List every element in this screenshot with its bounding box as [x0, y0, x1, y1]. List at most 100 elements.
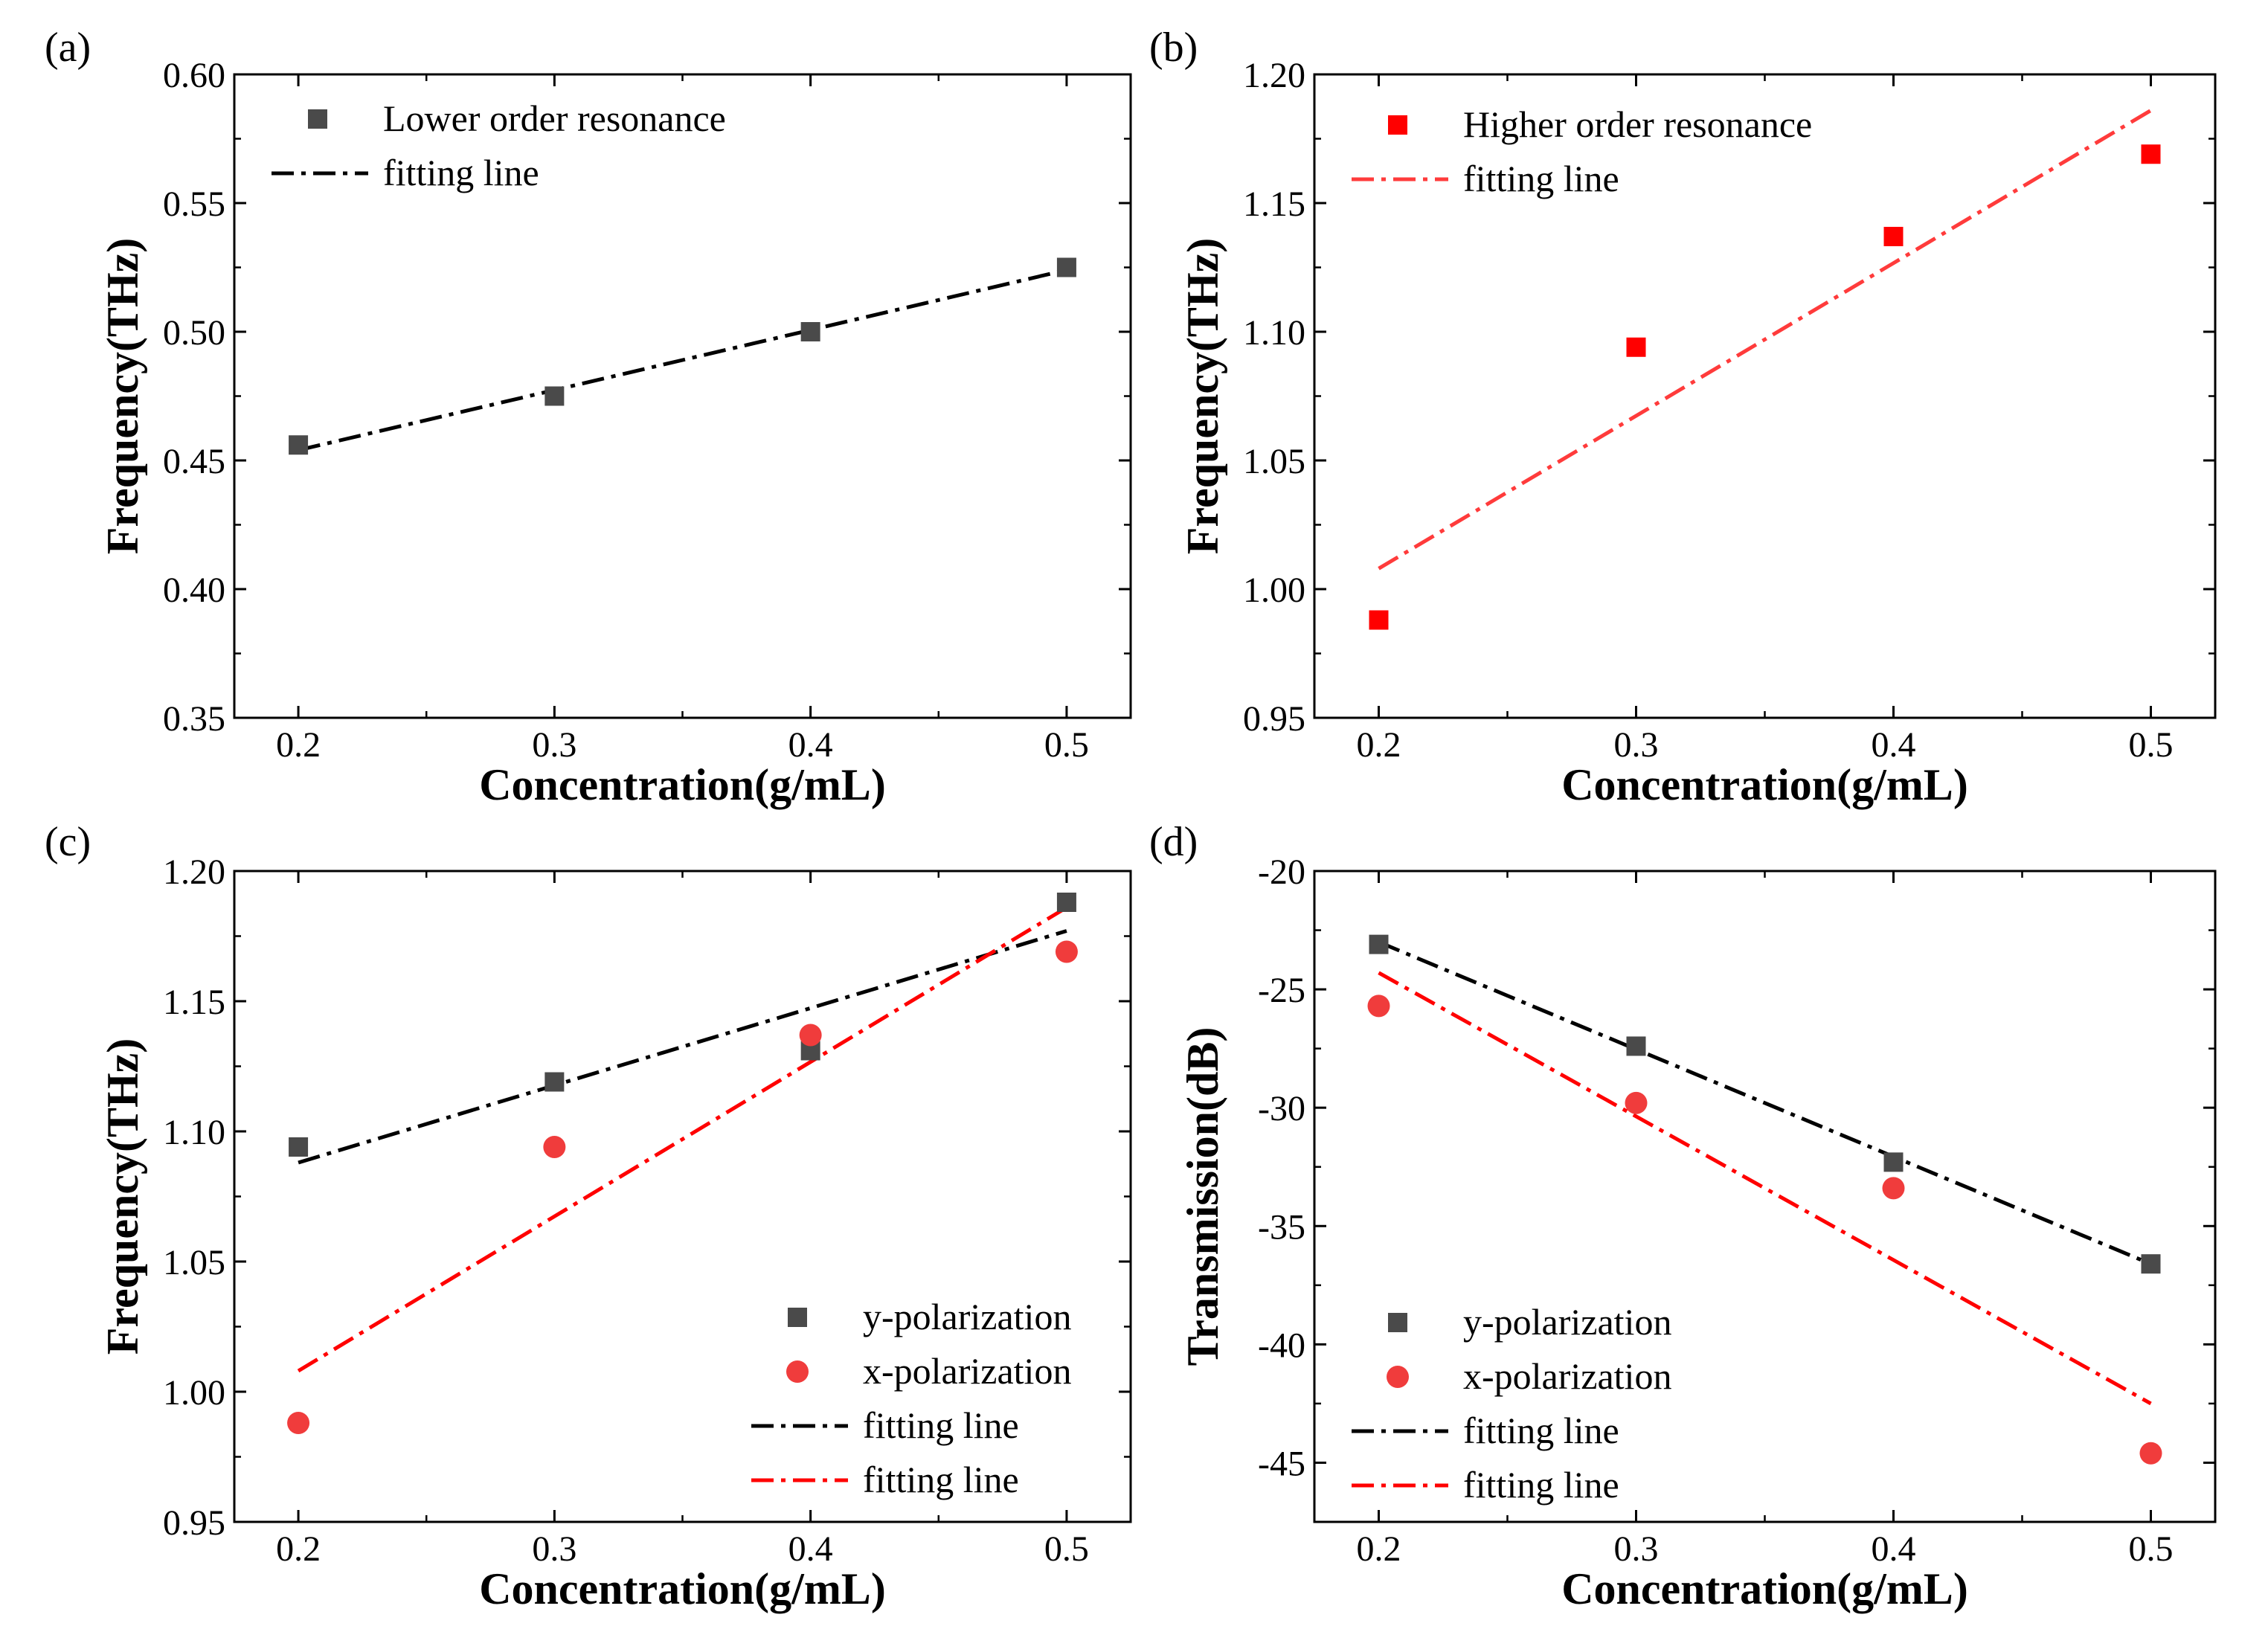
- x-axis-title: Concentration(g/mL): [479, 1564, 886, 1613]
- x-tick-label: 0.4: [1872, 1529, 1916, 1569]
- data-point-square: [1369, 610, 1389, 630]
- legend-marker-square: [308, 109, 327, 129]
- x-tick-label: 0.2: [276, 725, 321, 765]
- x-axis-title: Concentration(g/mL): [1561, 1564, 1968, 1613]
- x-tick-label: 0.5: [2129, 725, 2174, 765]
- x-tick-label: 0.5: [1044, 725, 1089, 765]
- y-tick-label: 0.40: [163, 571, 225, 610]
- data-point-square: [544, 1072, 565, 1092]
- y-tick-label: 1.20: [1243, 56, 1305, 95]
- y-tick-label: -35: [1258, 1207, 1305, 1247]
- x-tick-label: 0.5: [1044, 1529, 1089, 1569]
- legend: Higher order resonance fitting line: [1352, 103, 1812, 199]
- fit-line-3: [297, 905, 1068, 1373]
- y-tick-label: 0.50: [163, 313, 225, 353]
- x-tick-label: 0.3: [1614, 725, 1659, 765]
- fit-line-1: [1378, 109, 2152, 571]
- legend-marker-square: [1388, 115, 1407, 135]
- y-tick-label: 1.20: [163, 852, 225, 892]
- data-point-circle: [1055, 940, 1078, 963]
- y-tick-label: 0.45: [163, 442, 225, 481]
- x-tick-label: 0.4: [788, 1529, 833, 1569]
- data-point-square: [1369, 934, 1389, 954]
- y-tick-label: 1.00: [163, 1373, 225, 1413]
- x-tick-label: 0.4: [1872, 725, 1916, 765]
- panel-label: (d): [1149, 819, 1198, 865]
- chart-panel-c: 0.2 0.3 0.4 0.5 0.95 1.00 1.05 1.10 1.15 1.20 Conc…: [45, 819, 1132, 1613]
- fit-line-2: [1378, 940, 2152, 1266]
- x-axis-title: Concentration(g/mL): [1561, 760, 1968, 809]
- data-point-circle: [2139, 1442, 2162, 1465]
- data-point-square: [1883, 226, 1904, 246]
- legend: y-polarization x-polarization fitting line…: [751, 1296, 1071, 1500]
- legend-label: Higher order resonance: [1463, 103, 1812, 145]
- y-tick-label: -25: [1258, 971, 1305, 1010]
- y-tick-label: -45: [1258, 1444, 1305, 1483]
- data-point-square: [1056, 257, 1076, 277]
- panel-label: (c): [45, 819, 91, 865]
- data-point-circle: [1882, 1177, 1905, 1200]
- data-point-square: [289, 1137, 309, 1157]
- x-tick-label: 0.2: [1357, 725, 1401, 765]
- data-point-square: [2141, 1254, 2161, 1274]
- legend-label: Lower order resonance: [383, 97, 726, 139]
- data-point-square: [2141, 144, 2161, 164]
- legend-label: y-polarization: [1463, 1301, 1671, 1343]
- legend: y-polarization x-polarization fitting line…: [1352, 1301, 1671, 1506]
- data-point-circle: [543, 1136, 566, 1158]
- legend-marker-square: [788, 1308, 807, 1327]
- y-tick-label: -40: [1258, 1326, 1305, 1365]
- legend-label: fitting line: [1463, 158, 1619, 199]
- legend-label: x-polarization: [863, 1350, 1071, 1392]
- chart-panel-d: 0.2 0.3 0.4 0.5 -45 -40 -35 -30 -25 -20 Concentrat…: [1149, 819, 2217, 1613]
- y-tick-label: 1.00: [1243, 571, 1305, 610]
- legend-marker-square: [1388, 1313, 1407, 1332]
- data-point-circle: [1367, 995, 1390, 1018]
- legend-marker-circle: [786, 1360, 809, 1383]
- legend-label: x-polarization: [1463, 1355, 1671, 1397]
- x-tick-label: 0.3: [532, 1529, 576, 1569]
- y-tick-label: -30: [1258, 1089, 1305, 1128]
- chart-panel-b: 0.2 0.3 0.4 0.5 0.95 1.00 1.05 1.10 1.15 1.20 Conc…: [1149, 25, 2217, 809]
- x-axis-title: Concentration(g/mL): [479, 760, 886, 809]
- y-axis-title: Frequency(THz): [98, 238, 147, 554]
- plot-frame: [233, 73, 1132, 719]
- legend-label: fitting line: [863, 1459, 1019, 1500]
- panel-label: (a): [45, 25, 91, 71]
- legend-label: fitting line: [863, 1404, 1019, 1446]
- data-point-square: [1056, 893, 1076, 912]
- data-point-square: [1626, 1036, 1646, 1056]
- y-tick-label: 0.60: [163, 56, 225, 95]
- legend-label: fitting line: [1463, 1410, 1619, 1451]
- chart-panel-a: 0.2 0.3 0.4 0.5 0.35 0.40 0.45 0.50 0.55 0.60 Conc…: [45, 25, 1132, 809]
- fit-line-1: [298, 268, 1067, 452]
- y-tick-label: 1.10: [163, 1113, 225, 1152]
- y-tick-label: 0.95: [163, 1503, 225, 1543]
- y-tick-label: 1.15: [1243, 184, 1305, 224]
- legend: Lower order resonance fitting line: [272, 97, 726, 193]
- plot-frame: [1313, 73, 2217, 719]
- data-point-circle: [287, 1412, 310, 1434]
- data-point-circle: [799, 1024, 822, 1047]
- legend-label: fitting line: [383, 152, 539, 193]
- y-tick-label: 1.05: [163, 1243, 225, 1282]
- x-tick-label: 0.3: [532, 725, 576, 765]
- data-point-square: [1626, 337, 1646, 357]
- y-axis-title: Transmission(dB): [1178, 1027, 1227, 1366]
- data-point-square: [289, 435, 309, 455]
- y-tick-label: 0.35: [163, 699, 225, 739]
- y-tick-label: 0.95: [1243, 699, 1305, 739]
- legend-label: fitting line: [1463, 1464, 1619, 1506]
- x-tick-label: 0.2: [276, 1529, 321, 1569]
- y-tick-label: 1.15: [163, 983, 225, 1022]
- plot-frame: [1313, 870, 2217, 1523]
- x-tick-label: 0.3: [1614, 1529, 1659, 1569]
- y-tick-label: 0.55: [163, 184, 225, 224]
- legend-label: y-polarization: [863, 1296, 1071, 1337]
- y-axis-title: Frequency(THz): [98, 1038, 147, 1355]
- y-axis-title: Frequency(THz): [1178, 238, 1227, 554]
- data-point-square: [1883, 1152, 1904, 1172]
- data-point-square: [544, 386, 565, 406]
- data-point-square: [800, 322, 820, 341]
- x-tick-label: 0.4: [788, 725, 833, 765]
